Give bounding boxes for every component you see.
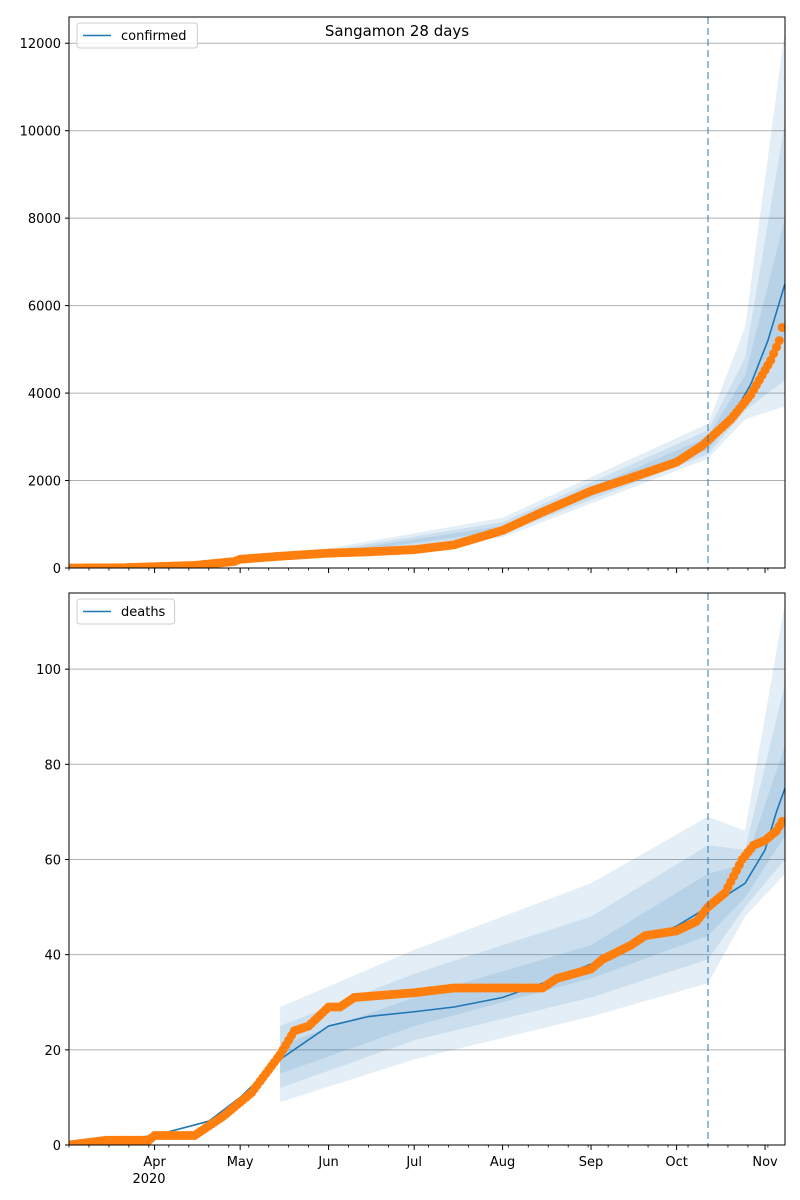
legend-label: confirmed (121, 29, 187, 44)
y-tick-label: 60 (44, 853, 61, 868)
axes-frame (68, 16, 786, 569)
observed-point (774, 336, 784, 346)
x-tick-label: Jul (405, 1155, 422, 1170)
axes-frame (68, 592, 786, 1146)
x-tick-label: May (227, 1155, 254, 1170)
year-label: 2020 (132, 1172, 165, 1187)
legend-box (76, 22, 198, 49)
y-tick-label: 40 (44, 949, 61, 964)
x-tick-label: Jun (317, 1155, 338, 1170)
y-tick-label: 4000 (28, 387, 61, 402)
confirmed-panel: 0 2000 4000 6000 8000 10000 12000 confirmed (20, 16, 786, 577)
legend: deaths (76, 598, 176, 625)
plot-area (69, 30, 785, 568)
observed-point (777, 816, 785, 826)
y-tick-label: 2000 (28, 475, 61, 490)
x-tick-label: Oct (665, 1155, 687, 1170)
uncertainty-band-95pct (280, 602, 785, 1103)
uncertainty-band-80pct (280, 683, 785, 1088)
y-tick-label: 80 (44, 758, 61, 773)
x-tick-label: Nov (752, 1155, 778, 1170)
figure-title: Sangamon 28 days (325, 22, 469, 40)
plot-area (69, 602, 785, 1145)
y-tick-label: 20 (44, 1044, 61, 1059)
y-tick-label: 100 (36, 663, 61, 678)
legend: confirmed (76, 22, 198, 49)
y-tick-label: 0 (53, 562, 61, 577)
x-tick-label: Sep (579, 1155, 604, 1170)
y-tick-label: 6000 (28, 300, 61, 315)
deaths-panel: 0 20 40 60 80 100 Apr May Jun Jul Aug Sep Oct Nov deat… (36, 592, 786, 1170)
uncertainty-band-80pct (328, 121, 785, 557)
y-tick-label: 10000 (20, 125, 61, 140)
uncertainty-band-50pct (280, 745, 785, 1074)
y-tick-label: 12000 (20, 37, 61, 52)
legend-label: deaths (121, 605, 166, 620)
observed-point (777, 322, 785, 332)
y-tick-label: 8000 (28, 212, 61, 227)
y-tick-label: 0 (53, 1139, 61, 1154)
legend-box (76, 598, 176, 625)
x-tick-label: Apr (143, 1155, 166, 1170)
x-tick-label: Aug (490, 1155, 515, 1170)
